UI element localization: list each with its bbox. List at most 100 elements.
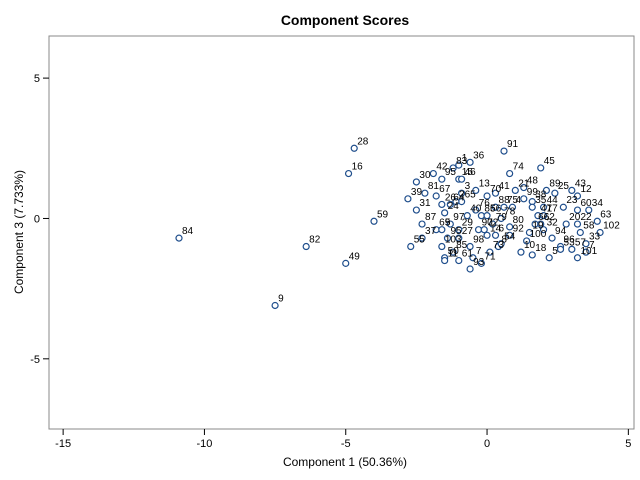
score-point [477, 259, 485, 267]
point-label: 9 [278, 293, 284, 304]
point-label: 83 [456, 156, 468, 167]
point-label: 64 [453, 192, 465, 203]
point-label: 21 [518, 178, 530, 189]
point-label: 86 [484, 204, 496, 215]
point-label: 16 [352, 162, 364, 173]
score-point [446, 200, 454, 209]
y-tick-label: 0 [34, 213, 40, 225]
score-point [480, 226, 488, 234]
point-label: 28 [357, 136, 369, 147]
point-label: 94 [555, 226, 567, 237]
point-label: 58 [583, 221, 595, 232]
point-label: 33 [589, 232, 601, 243]
score-point [438, 242, 446, 251]
score-point [407, 242, 415, 251]
score-point [497, 240, 505, 248]
point-label: 96 [564, 235, 576, 246]
point-label: 87 [425, 212, 437, 223]
point-label: 23 [566, 195, 578, 206]
score-point [556, 245, 565, 253]
x-tick-label: 0 [484, 438, 490, 450]
score-point [489, 220, 497, 228]
point-label: 46 [465, 167, 477, 178]
point-label: 78 [504, 206, 516, 217]
point-label: 20 [569, 212, 581, 223]
score-point [548, 234, 556, 242]
point-label: 101 [580, 246, 597, 257]
point-label: 3 [465, 181, 471, 192]
point-label: 36 [473, 150, 485, 161]
plot-frame [48, 35, 635, 430]
score-point [508, 203, 517, 211]
chart-title: Component Scores [281, 12, 410, 28]
score-point [458, 175, 466, 183]
score-point [559, 203, 567, 211]
score-point [342, 259, 350, 267]
score-point [483, 192, 491, 200]
score-point [539, 226, 548, 234]
point-label: 100 [530, 229, 547, 240]
point-label: 82 [309, 235, 321, 246]
point-label: 54 [504, 232, 516, 243]
point-label: 67 [439, 184, 451, 195]
point-label: 79 [496, 212, 508, 223]
score-point [528, 251, 536, 259]
point-label: 63 [600, 209, 612, 220]
score-point [455, 256, 463, 265]
point-label: 59 [377, 209, 389, 220]
point-label: 45 [544, 156, 556, 167]
score-point [438, 226, 446, 234]
point-labels: 8498249162859553931308187371035042958315… [182, 136, 620, 304]
score-point [506, 231, 514, 239]
point-label: 88 [499, 195, 511, 206]
score-point [582, 240, 590, 248]
point-label: 27 [462, 226, 474, 237]
point-label: 22 [580, 212, 592, 223]
score-point [466, 158, 474, 166]
score-point [463, 212, 471, 220]
score-point [271, 301, 279, 310]
score-point [466, 242, 474, 251]
point-label: 26 [445, 192, 457, 203]
point-label: 10 [524, 240, 536, 251]
score-point [486, 248, 494, 256]
point-label: 69 [439, 218, 451, 229]
point-label: 65 [465, 190, 477, 201]
score-point [500, 147, 508, 155]
point-label: 92 [513, 223, 525, 234]
score-point [441, 209, 449, 217]
score-point [446, 220, 454, 228]
score-point [344, 169, 353, 178]
score-point [539, 212, 548, 220]
point-label: 18 [535, 243, 547, 254]
score-point [517, 248, 525, 256]
point-label: 62 [544, 212, 556, 223]
score-point [576, 228, 584, 237]
score-point [455, 234, 463, 242]
point-label: 11 [448, 249, 459, 260]
point-label: 14 [490, 223, 502, 234]
score-point [404, 195, 412, 203]
score-point [568, 245, 576, 253]
score-point [412, 206, 420, 214]
point-label: 66 [538, 212, 550, 223]
point-label: 2 [459, 190, 465, 201]
point-label: 4 [515, 195, 521, 206]
score-point [542, 186, 550, 194]
score-point [520, 195, 528, 203]
score-point [175, 234, 183, 242]
point-label: 60 [580, 198, 592, 209]
score-point [483, 212, 491, 220]
point-label: 75 [507, 195, 519, 206]
point-label: 1 [462, 153, 468, 164]
score-point [520, 183, 528, 192]
score-point [472, 206, 480, 214]
score-point [525, 228, 534, 237]
score-point [545, 254, 553, 262]
x-tick-label: -10 [196, 438, 212, 450]
score-point [418, 234, 426, 242]
point-label: 12 [580, 184, 592, 195]
score-point [350, 144, 358, 152]
point-label: 81 [428, 181, 440, 192]
score-point [466, 265, 474, 273]
